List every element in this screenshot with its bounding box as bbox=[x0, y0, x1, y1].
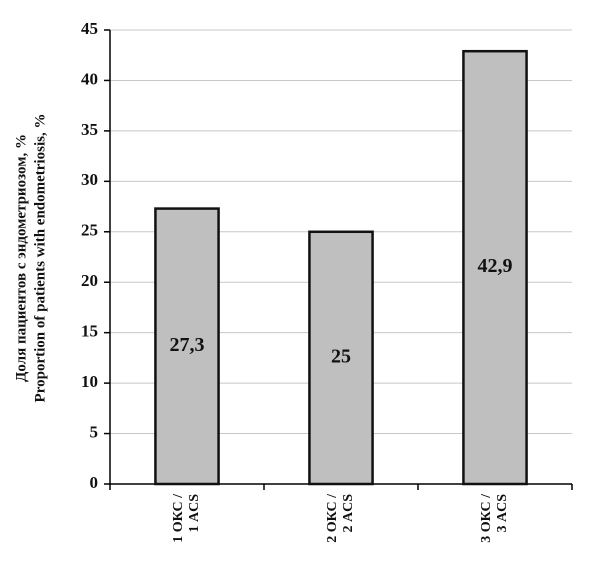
y-tick-label: 30 bbox=[81, 170, 98, 189]
bar bbox=[462, 49, 528, 486]
value-label: 25 bbox=[331, 345, 351, 367]
y-tick-label: 15 bbox=[81, 322, 98, 341]
y-tick-label: 0 bbox=[90, 473, 99, 492]
y-tick-label: 5 bbox=[90, 422, 99, 441]
x-tick-label: 3 ОКС /3 ACS bbox=[479, 493, 510, 543]
y-tick-label: 45 bbox=[81, 19, 98, 38]
y-tick-label: 35 bbox=[81, 120, 98, 139]
x-tick-label: 2 ОКС /2 ACS bbox=[325, 493, 356, 543]
y-tick-label: 10 bbox=[81, 372, 98, 391]
value-label: 27,3 bbox=[170, 334, 205, 356]
y-axis-label: Доля пациентов с эндометриозом, % bbox=[13, 134, 29, 382]
y-tick-label: 25 bbox=[81, 221, 98, 240]
bar bbox=[308, 230, 374, 486]
x-tick-label: 1 ОКС /1 ACS bbox=[171, 493, 202, 543]
y-tick-label: 20 bbox=[81, 271, 98, 290]
value-label: 42,9 bbox=[478, 255, 513, 277]
bar bbox=[154, 207, 220, 486]
y-tick-label: 40 bbox=[81, 69, 98, 88]
y-axis-label: Proportion of patients with endometriosi… bbox=[32, 114, 48, 403]
